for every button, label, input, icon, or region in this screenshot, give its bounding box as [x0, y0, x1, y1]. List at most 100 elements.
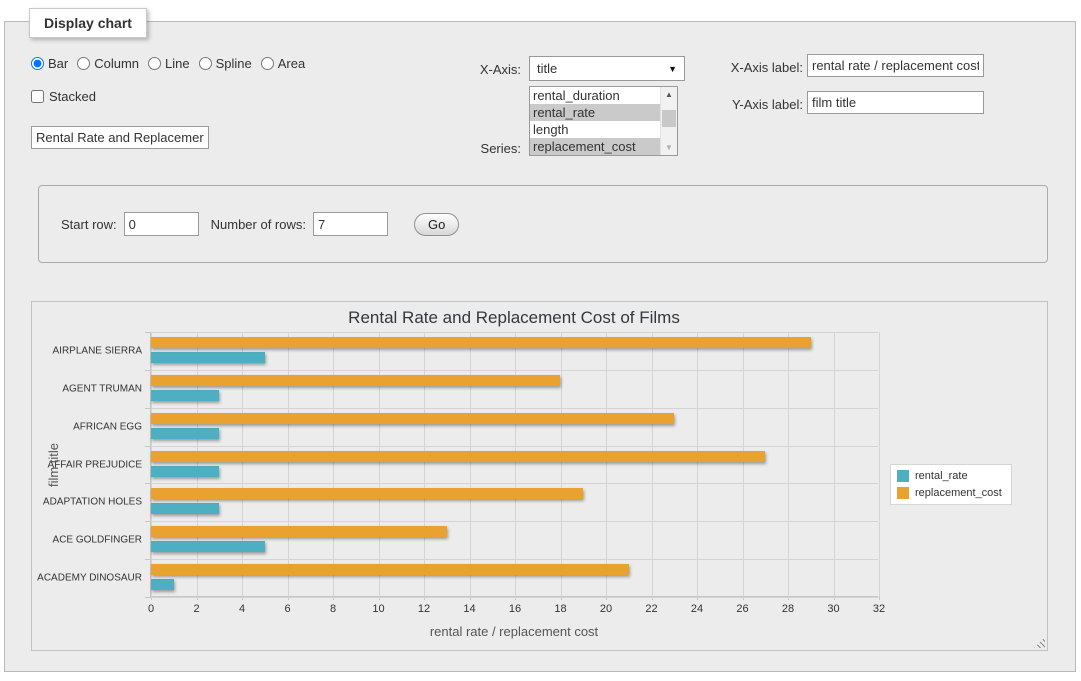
x-axis-label-caption: X-Axis label:	[730, 60, 803, 75]
bar-replacement_cost	[151, 564, 629, 576]
chart-type-radio-bar[interactable]	[31, 57, 44, 70]
gridline-vertical	[879, 332, 880, 596]
number-of-rows-input[interactable]	[313, 212, 388, 236]
x-tick-label: 2	[193, 603, 200, 615]
chart-type-option-bar[interactable]: Bar	[31, 56, 68, 71]
gridline-vertical	[333, 332, 334, 596]
radio-label: Area	[277, 56, 306, 71]
bar-rental_rate	[151, 389, 220, 401]
category-label: AGENT TRUMAN	[62, 383, 142, 395]
chart-type-radio-area[interactable]	[260, 57, 274, 70]
y-axis-label-input[interactable]	[807, 91, 984, 114]
bar-replacement_cost	[151, 450, 766, 462]
series-option-replacement_cost[interactable]: replacement_cost	[530, 138, 660, 155]
bar-replacement_cost	[151, 526, 447, 538]
chart-type-option-line[interactable]: Line	[148, 56, 190, 71]
bar-replacement_cost	[151, 337, 811, 348]
category-label: AFFAIR PREJUDICE	[47, 459, 142, 470]
legend-item-rental_rate[interactable]: rental_rate	[897, 470, 1002, 482]
chart-title-input[interactable]	[31, 126, 209, 149]
x-tick-mark	[833, 596, 835, 600]
y-tick-mark	[145, 407, 151, 409]
gridline-vertical	[424, 332, 425, 596]
category-label: ACE GOLDFINGER	[52, 534, 142, 546]
x-tick-mark	[242, 596, 243, 600]
series-option-length[interactable]: length	[533, 122, 569, 137]
stacked-label: Stacked	[49, 89, 96, 104]
bar-rental_rate	[151, 427, 220, 439]
y-tick-mark	[145, 332, 151, 333]
x-tick-mark	[469, 596, 471, 600]
x-tick-mark	[651, 596, 653, 600]
series-listbox[interactable]: rental_duration rental_rate length replacem…	[529, 86, 678, 156]
gridline-vertical	[469, 332, 471, 596]
x-axis-select[interactable]: title ▼	[529, 56, 685, 81]
x-tick-mark	[287, 596, 289, 600]
number-of-rows-label: Number of rows:	[210, 216, 306, 232]
chart-type-radio-line[interactable]	[148, 57, 162, 70]
x-tick-label: 26	[736, 603, 749, 615]
y-tick-mark	[145, 369, 151, 371]
x-tick-mark	[424, 596, 425, 600]
chart-type-radio-column[interactable]	[77, 57, 91, 70]
scroll-down-icon[interactable]: ▼	[661, 140, 677, 155]
x-axis-label-input[interactable]	[807, 54, 984, 77]
radio-label: Spline	[215, 56, 252, 71]
bar-rental_rate	[151, 465, 220, 477]
x-axis-selected-value: title	[537, 61, 558, 76]
category-label: ACADEMY DINOSAUR	[37, 572, 142, 584]
scrollbar-thumb[interactable]	[662, 110, 676, 127]
chevron-down-icon: ▼	[668, 63, 677, 74]
scroll-up-icon[interactable]: ▲	[661, 87, 677, 102]
row-range-panel: Start row: Number of rows: Go	[38, 185, 1048, 263]
series-option-rental_duration[interactable]: rental_duration	[533, 88, 620, 103]
x-tick-mark	[606, 596, 607, 600]
y-tick-mark	[145, 483, 151, 485]
x-tick-mark	[742, 596, 744, 600]
stacked-option[interactable]: Stacked	[31, 89, 96, 104]
x-tick-mark	[879, 596, 880, 600]
plot-area: 0 2 4 6 8 10 12 14 16 18 20 22 24 26 28 30 32 AIRPLANE SI…	[37, 332, 885, 615]
chart-type-option-spline[interactable]: Spline	[198, 56, 252, 71]
gridline-vertical	[287, 332, 289, 596]
legend-swatch	[897, 487, 909, 499]
resize-grip[interactable]	[1034, 637, 1045, 648]
x-tick-label: 32	[872, 603, 886, 615]
series-option-rental_rate[interactable]: rental_rate	[530, 104, 660, 121]
chart-container: Rental Rate and Replacement Cost of Film…	[31, 301, 1048, 651]
x-axis-title: rental rate / replacement cost	[429, 624, 599, 639]
gridline-horizontal	[151, 332, 878, 333]
start-row-input[interactable]	[123, 212, 199, 236]
gridline-horizontal	[151, 407, 878, 409]
y-axis-title: film title	[46, 442, 61, 488]
bar-rental_rate	[151, 579, 174, 591]
chart-type-option-area[interactable]: Area	[260, 56, 306, 71]
stacked-checkbox[interactable]	[31, 90, 44, 103]
radio-label: Bar	[48, 56, 69, 71]
gridline-vertical	[742, 332, 744, 596]
chart-type-radio-spline[interactable]	[198, 57, 212, 70]
chart-type-option-column[interactable]: Column	[77, 56, 139, 71]
bar-rental_rate	[151, 503, 220, 515]
radio-label: Column	[94, 56, 140, 71]
legend-item-replacement_cost[interactable]: replacement_cost	[897, 487, 1002, 499]
gridline-vertical	[378, 332, 380, 596]
x-tick-label: 4	[238, 603, 246, 615]
x-tick-label: 30	[827, 603, 840, 615]
gridline-vertical	[651, 332, 653, 596]
legend-label: replacement_cost	[915, 487, 1002, 499]
y-tick-mark	[145, 597, 151, 598]
go-button[interactable]: Go	[414, 212, 460, 236]
y-tick-mark	[145, 559, 151, 561]
legend-label: rental_rate	[915, 470, 968, 482]
x-tick-label: 22	[645, 603, 658, 615]
y-tick-mark	[145, 445, 151, 447]
x-tick-label: 0	[147, 603, 155, 615]
bar-replacement_cost	[151, 412, 675, 424]
bar-replacement_cost	[151, 374, 561, 386]
listbox-scrollbar[interactable]: ▲ ▼	[660, 87, 677, 155]
x-tick-mark	[378, 596, 380, 600]
category-label: AFRICAN EGG	[73, 421, 142, 433]
x-tick-mark	[333, 596, 334, 600]
